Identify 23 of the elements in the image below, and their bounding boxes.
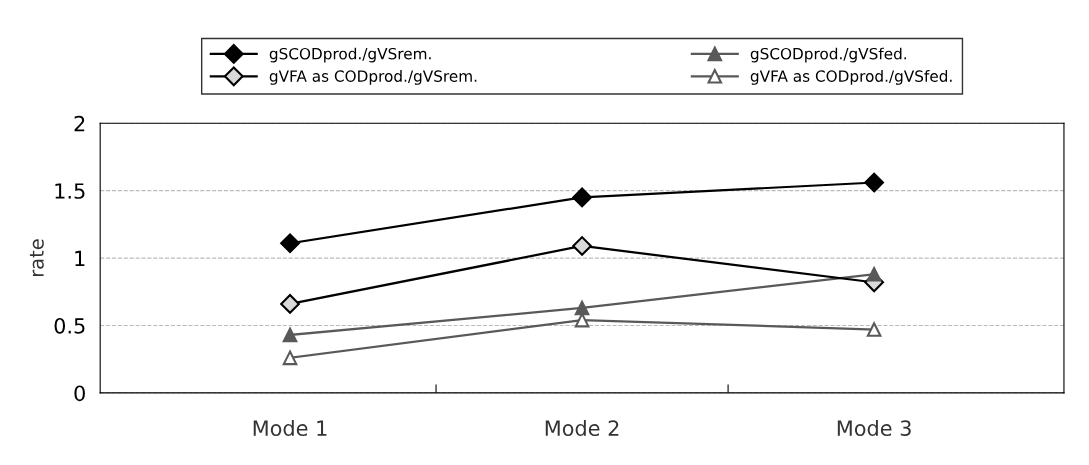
- x-tick-label: Mode 2: [545, 419, 619, 437]
- point: [280, 294, 300, 314]
- x-tick-label: Mode 3: [837, 419, 911, 437]
- legend-label: gVFA as CODprod./gVSrem.: [269, 70, 477, 85]
- point: [574, 300, 590, 316]
- point: [572, 236, 592, 256]
- legend-label: gVFA as CODprod./gVSfed.: [750, 70, 952, 85]
- x-tick-label: Mode 1: [253, 419, 327, 437]
- point: [864, 172, 884, 193]
- point: [282, 350, 298, 366]
- legend-label: gSCODprod./gVSfed.: [750, 47, 907, 63]
- y-tick-label: 0.5: [54, 317, 85, 334]
- point: [572, 187, 592, 208]
- y-axis-title: rate: [29, 239, 44, 277]
- point: [282, 327, 298, 343]
- y-tick-label: 1.5: [55, 183, 85, 199]
- point: [280, 233, 300, 254]
- legend-label: gSCODprod./gVSrem.: [269, 47, 431, 63]
- y-tick-label: 1: [75, 250, 85, 266]
- y-tick-label: 2: [74, 115, 85, 132]
- y-tick-label: 0: [74, 385, 85, 402]
- point: [866, 266, 882, 282]
- point: [866, 322, 882, 337]
